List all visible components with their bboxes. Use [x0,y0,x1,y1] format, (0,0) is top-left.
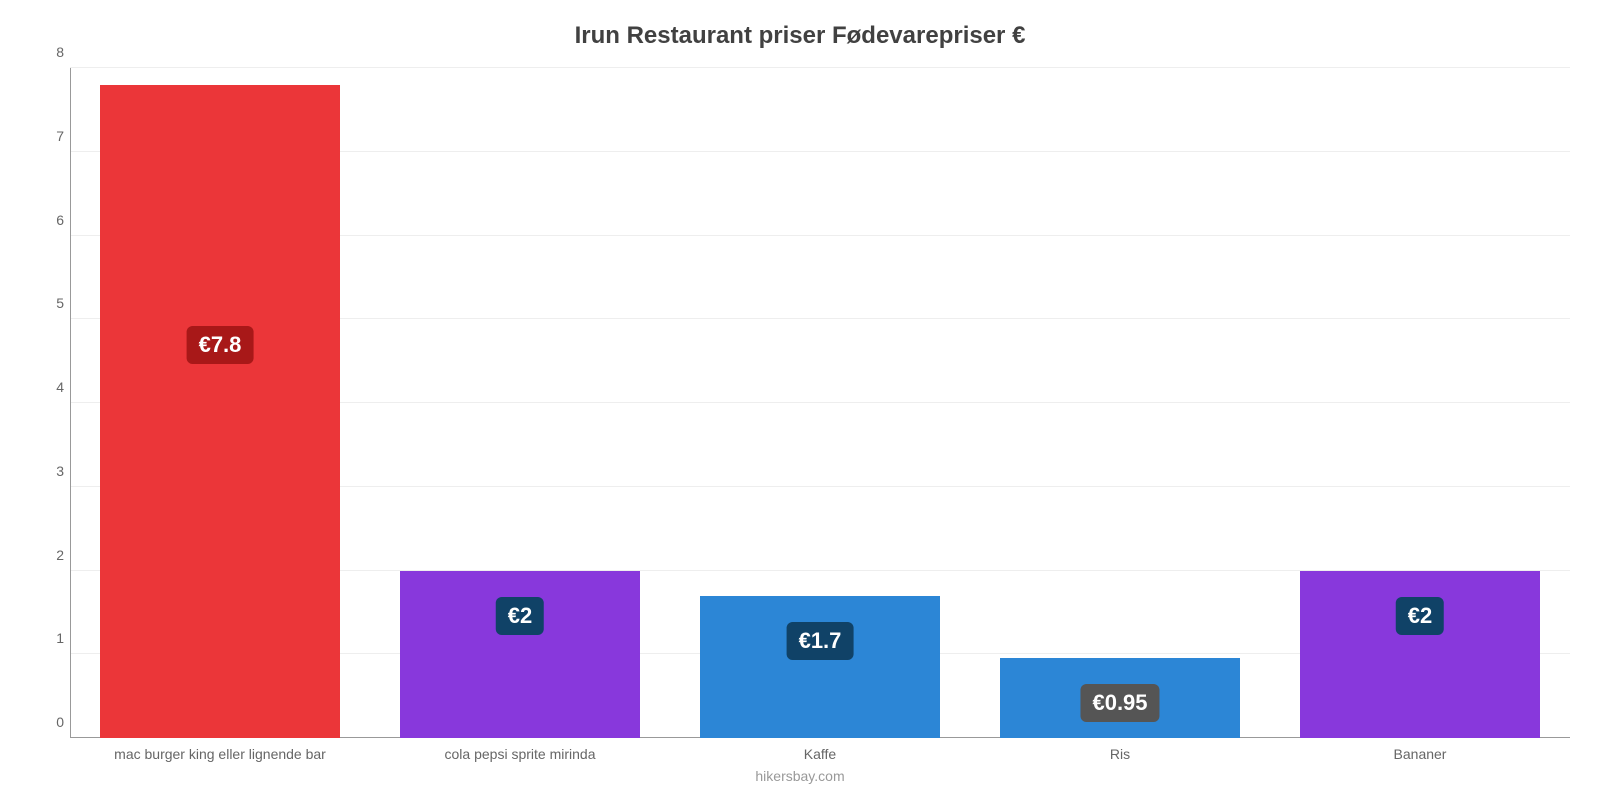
y-tick-label: 5 [38,295,64,311]
source-label: hikersbay.com [30,768,1570,784]
y-tick-label: 1 [38,630,64,646]
y-tick-label: 8 [38,44,64,60]
bar: €1.7 [700,596,940,738]
x-tick-label: mac burger king eller lignende bar [70,746,370,762]
value-badge: €7.8 [187,326,254,364]
y-tick-label: 6 [38,212,64,228]
x-tick-label: Ris [970,746,1270,762]
y-tick-label: 2 [38,547,64,563]
chart-title: Irun Restaurant priser Fødevarepriser € [30,22,1570,50]
x-labels: mac burger king eller lignende barcola p… [70,746,1570,762]
bar-slot: €7.8 [70,68,370,738]
bar-slot: €2 [1270,68,1570,738]
plot-area: 012345678 €7.8€2€1.7€0.95€2 [70,68,1570,738]
y-tick-label: 0 [38,714,64,730]
y-tick-label: 4 [38,379,64,395]
bar: €0.95 [1000,658,1240,738]
bar: €2 [1300,571,1540,739]
x-tick-label: Kaffe [670,746,970,762]
value-badge: €0.95 [1080,684,1159,722]
x-tick-label: Bananer [1270,746,1570,762]
value-badge: €2 [496,597,544,635]
bar: €7.8 [100,85,340,738]
bars: €7.8 €2 €1.7 €0.95 €2 [70,68,1570,738]
y-tick-label: 3 [38,463,64,479]
y-tick-label: 7 [38,128,64,144]
value-badge: €2 [1396,597,1444,635]
bar: €2 [400,571,640,739]
bar-slot: €1.7 [670,68,970,738]
value-badge: €1.7 [787,622,854,660]
bar-slot: €2 [370,68,670,738]
chart-container: Irun Restaurant priser Fødevarepriser € … [0,0,1600,800]
x-tick-label: cola pepsi sprite mirinda [370,746,670,762]
bar-slot: €0.95 [970,68,1270,738]
